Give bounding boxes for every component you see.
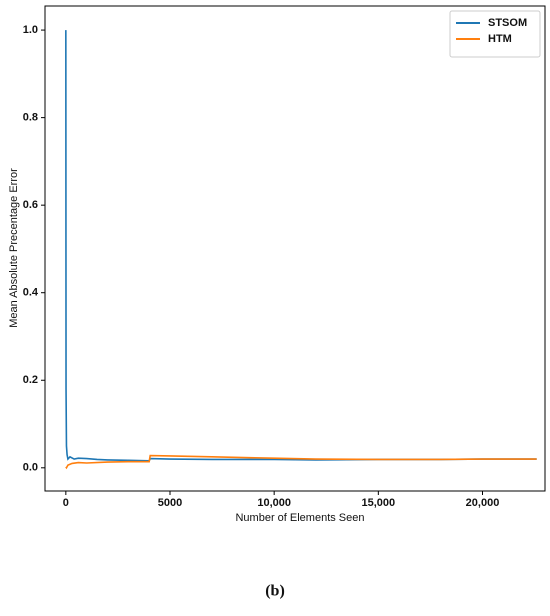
y-tick-label: 0.4 bbox=[23, 287, 39, 299]
legend-label: HTM bbox=[488, 33, 512, 45]
y-tick-label: 0.6 bbox=[23, 199, 38, 211]
x-tick-label: 20,000 bbox=[466, 497, 500, 509]
plot-frame bbox=[44, 5, 546, 492]
y-tick-label: 0.0 bbox=[23, 462, 38, 474]
line-series bbox=[65, 30, 537, 462]
caption: (b) bbox=[265, 583, 285, 600]
legend-label: STSOM bbox=[488, 17, 527, 29]
y-axis-label: Mean Absolute Precentage Error bbox=[8, 168, 20, 328]
y-tick-label: 0.8 bbox=[23, 112, 38, 124]
x-tick-label: 5000 bbox=[158, 497, 182, 509]
x-tick-label: 15,000 bbox=[362, 497, 396, 509]
y-tick-label: 1.0 bbox=[23, 24, 38, 36]
x-axis-label: Number of Elements Seen bbox=[235, 512, 364, 524]
x-tick-label: 10,000 bbox=[257, 497, 291, 509]
line-series bbox=[65, 454, 537, 470]
x-tick-label: 0 bbox=[63, 497, 69, 509]
y-tick-label: 0.2 bbox=[23, 374, 38, 386]
